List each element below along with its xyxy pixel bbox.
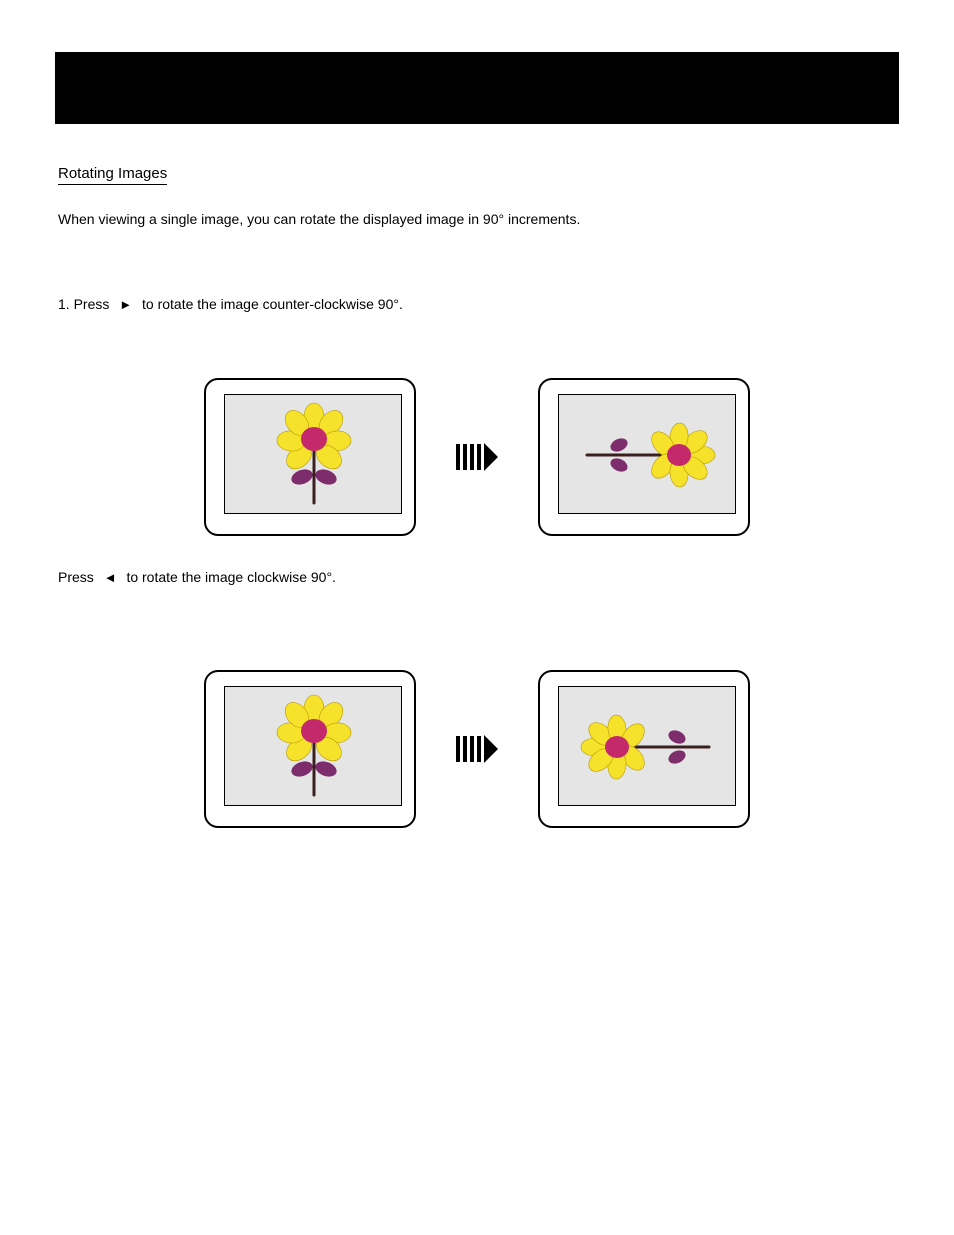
frame-after-2	[538, 670, 750, 828]
page: Rotating Images When viewing a single im…	[0, 0, 954, 1235]
header-bar	[55, 52, 899, 124]
step2-prefix: Press	[58, 569, 94, 585]
frame-before-1	[204, 378, 416, 536]
transition-arrow-1	[456, 443, 498, 471]
frame-after-1	[538, 378, 750, 536]
step-2: Press ◄ to rotate the image clockwise 90…	[58, 568, 898, 588]
frame-inner-before-2	[224, 686, 402, 806]
frame-inner-after-1	[558, 394, 736, 514]
flower-upright-2	[225, 687, 403, 807]
flower-upright-1	[225, 395, 403, 515]
step2-suffix: to rotate the image clockwise 90°.	[126, 569, 335, 585]
flower-cw	[559, 687, 737, 807]
step1-suffix: to rotate the image counter-clockwise 90…	[142, 296, 403, 312]
rotation-row-ccw	[0, 378, 954, 536]
section-title: Rotating Images	[58, 165, 167, 185]
frame-inner-before-1	[224, 394, 402, 514]
step-1: 1. Press ► to rotate the image counter-c…	[58, 295, 898, 315]
rotation-row-cw	[0, 670, 954, 828]
section-title-wrap: Rotating Images	[58, 165, 167, 185]
flower-ccw	[559, 395, 737, 515]
frame-before-2	[204, 670, 416, 828]
frame-inner-after-2	[558, 686, 736, 806]
intro-text: When viewing a single image, you can rot…	[58, 210, 878, 229]
big-arrow-icon	[456, 735, 498, 763]
step1-prefix: 1. Press	[58, 296, 109, 312]
transition-arrow-2	[456, 735, 498, 763]
right-glyph-icon: ►	[113, 297, 138, 312]
big-arrow-icon	[456, 443, 498, 471]
left-glyph-icon: ◄	[98, 570, 123, 585]
